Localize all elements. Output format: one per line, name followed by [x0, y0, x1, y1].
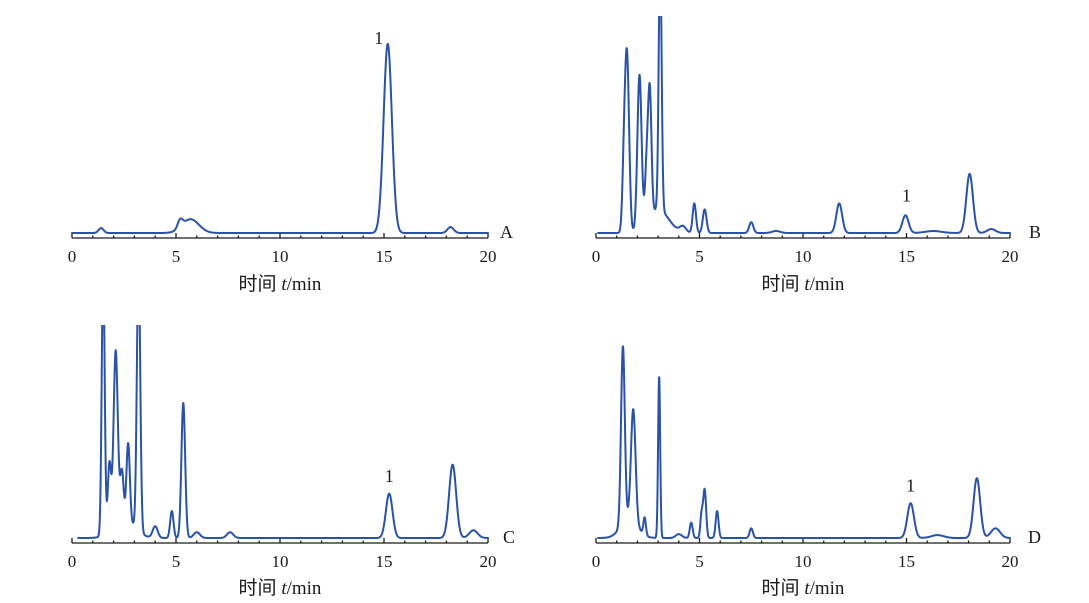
x-tick-label-c: 15 — [376, 552, 393, 571]
chromatogram-trace-b — [597, 16, 1011, 234]
x-tick-label-c: 20 — [480, 552, 497, 571]
x-tick-label-a: 20 — [480, 247, 497, 266]
x-axis-label-d: 时间 t/min — [762, 577, 845, 599]
x-tick-label-d: 0 — [592, 552, 601, 571]
x-tick-label-a: 10 — [272, 247, 289, 266]
x-axis-label-unit: /min — [287, 274, 322, 295]
x-axis-label-b: 时间 t/min — [762, 273, 845, 295]
x-tick-label-b: 10 — [795, 247, 812, 266]
x-axis-label-variable: t — [281, 274, 287, 295]
x-tick-label-c: 5 — [172, 552, 181, 571]
panel-letter-c: C — [503, 527, 515, 547]
panel-letter-d: D — [1028, 527, 1041, 547]
panel-c: 0 5 10 15 20 时间 t/min C 1 — [68, 325, 515, 599]
x-axis-label-unit: /min — [287, 578, 322, 599]
x-tick-label-d: 20 — [1002, 552, 1019, 571]
panel-b: 0 5 10 15 20 时间 t/min B 1 — [592, 16, 1041, 295]
panel-letter-b: B — [1029, 222, 1041, 242]
x-tick-label-a: 5 — [172, 247, 181, 266]
x-tick-label-c: 0 — [68, 552, 77, 571]
x-tick-label-b: 20 — [1002, 247, 1019, 266]
x-tick-label-a: 0 — [68, 247, 77, 266]
x-tick-label-b: 5 — [695, 247, 704, 266]
chromatogram-trace-a — [71, 42, 489, 234]
x-tick-label-a: 15 — [376, 247, 393, 266]
panel-a: 0 5 10 15 20 时间 t/min A 1 — [68, 28, 513, 295]
x-axis-label-a: 时间 t/min — [239, 273, 322, 295]
chromatogram-trace-d — [597, 345, 1011, 539]
x-tick-label-b: 15 — [898, 247, 915, 266]
x-axis-label-text: 时间 — [239, 273, 282, 295]
x-tick-label-d: 15 — [898, 552, 915, 571]
x-axis-label-unit: /min — [810, 274, 845, 295]
x-axis-label-variable: t — [804, 274, 810, 295]
x-axis-label-text: 时间 — [762, 577, 805, 599]
panel-d: 0 5 10 15 20 时间 t/min D 1 — [592, 345, 1041, 599]
x-axis-label-variable: t — [804, 578, 810, 599]
x-axis-label-text: 时间 — [239, 577, 282, 599]
peak-label-c: 1 — [385, 466, 394, 486]
x-axis-label-c: 时间 t/min — [239, 577, 322, 599]
x-axis-label-text: 时间 — [762, 273, 805, 295]
x-tick-label-b: 0 — [592, 247, 601, 266]
x-axis-label-unit: /min — [810, 578, 845, 599]
peak-label-b: 1 — [902, 185, 911, 205]
peak-label-a: 1 — [374, 28, 383, 48]
x-axis-label-variable: t — [281, 578, 287, 599]
peak-label-d: 1 — [906, 476, 915, 496]
panel-letter-a: A — [500, 222, 513, 242]
chromatogram-trace-c — [77, 325, 489, 539]
x-tick-label-d: 10 — [795, 552, 812, 571]
x-tick-label-c: 10 — [272, 552, 289, 571]
x-tick-label-d: 5 — [695, 552, 704, 571]
